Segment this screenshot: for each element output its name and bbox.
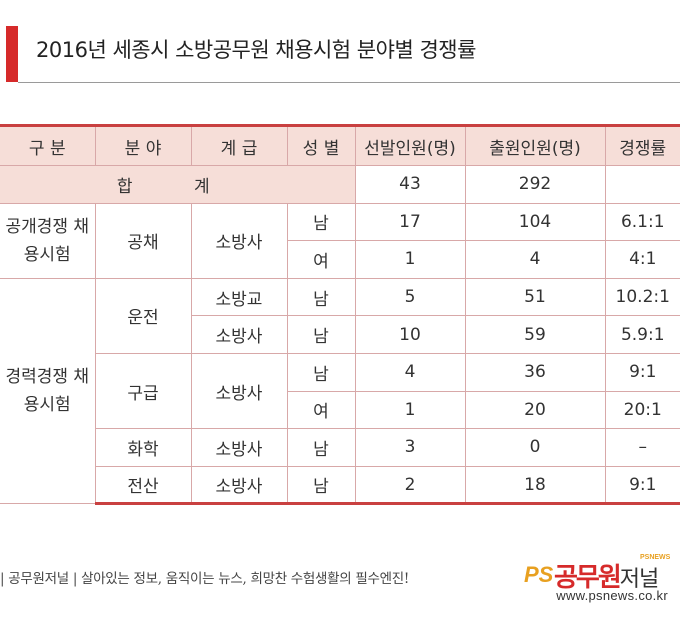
ratio-cell: – [604,428,680,467]
rank-cell: 소방사 [190,202,288,279]
psnews-logo[interactable]: PS 공무원저널 PSNEWS www.psnews.co.kr [524,554,680,610]
table-row: 전산 소방사 남 2 18 9:1 [0,465,680,506]
title-accent-bar [6,26,18,82]
site-url-link[interactable]: www.psnews.co.kr [556,588,668,603]
gender-cell: 남 [286,277,356,317]
table-row: 화학 소방사 남 3 0 – [0,428,680,467]
applicants-cell: 18 [464,465,606,506]
gender-cell: 여 [287,240,356,279]
rank-cell: 소방교 [190,277,288,317]
applicants-cell: 51 [464,277,606,317]
selected-cell: 1 [354,390,466,430]
gender-cell: 여 [287,390,356,430]
total-row: 합 계 43 292 [0,165,680,204]
applicants-cell: 59 [464,315,606,354]
gender-cell: 남 [286,428,356,467]
selected-cell: 10 [354,315,466,354]
field-cell: 전산 [95,465,192,506]
ratio-cell: 4:1 [604,240,680,279]
total-label: 합 계 [0,165,356,204]
total-ratio [604,165,680,204]
title-bar: 2016년 세종시 소방공무원 채용시험 분야별 경쟁률 [0,26,680,86]
ratio-cell: 10.2:1 [604,277,680,317]
logo-tag: PSNEWS [640,554,671,561]
gender-cell: 남 [286,315,356,354]
logo-wordmark: 공무원저널 [554,557,659,594]
applicants-cell: 104 [464,202,606,242]
ratio-cell: 9:1 [604,352,680,392]
header-applicants: 출원인원(명) [464,124,606,166]
table-row: 구급 소방사 남 4 36 9:1 [0,352,680,430]
footer: | 공무원저널 | 살아있는 정보, 움직이는 뉴스, 희망찬 수험생활의 필수… [0,554,680,610]
header-rank: 계 급 [190,124,288,166]
applicants-cell: 36 [464,352,606,392]
rank-cell: 소방사 [191,315,288,354]
rank-cell: 소방사 [190,465,288,506]
header-ratio: 경쟁률 [604,124,680,166]
total-applicants: 292 [464,165,606,204]
rank-cell: 소방사 [190,352,288,430]
header-field: 분 야 [94,124,192,166]
selected-cell: 3 [354,428,466,467]
header-gender: 성 별 [286,124,356,166]
selected-cell: 2 [354,465,466,506]
table-row: 여 1 20 20:1 [0,390,680,430]
page-title: 2016년 세종시 소방공무원 채용시험 분야별 경쟁률 [36,38,476,62]
ratio-cell: 9:1 [604,465,680,506]
field-cell: 구급 [95,352,192,430]
footer-slogan: | 공무원저널 | 살아있는 정보, 움직이는 뉴스, 희망찬 수험생활의 필수… [0,571,410,587]
title-divider [18,82,680,83]
logo-main-text: 공무원 [554,563,622,593]
field-cell: 운전 [94,277,192,354]
table-row: 소방사 남 10 59 5.9:1 [0,315,680,354]
group-career: 경력경쟁 채용시험 [0,277,96,505]
selected-cell: 17 [354,202,466,242]
selected-cell: 1 [354,240,466,279]
field-cell: 화학 [95,428,192,467]
ratio-cell: 5.9:1 [604,315,680,354]
group-open: 공개경쟁 채용시험 [0,202,96,279]
table-header-row: 구 분 분 야 계 급 성 별 선발인원(명) 출원인원(명) 경쟁률 [0,124,680,166]
selected-cell: 5 [354,277,466,317]
gender-cell: 남 [286,202,356,242]
field-cell: 공채 [94,202,192,279]
competition-rate-table: 구 분 분 야 계 급 성 별 선발인원(명) 출원인원(명) 경쟁률 합 계 … [0,124,680,506]
ratio-cell: 6.1:1 [604,202,680,242]
gender-cell: 남 [286,352,356,392]
header-selected: 선발인원(명) [354,124,466,166]
total-selected: 43 [354,165,466,204]
gender-cell: 남 [286,465,356,506]
applicants-cell: 4 [464,240,606,279]
logo-sub-text: 저널 [619,567,659,592]
applicants-cell: 0 [464,428,606,467]
table-row: 경력경쟁 채용시험 운전 소방교 남 5 51 10.2:1 [0,277,680,505]
selected-cell: 4 [354,352,466,392]
table-row: 공개경쟁 채용시험 공채 소방사 남 17 104 6.1:1 [0,202,680,279]
header-category: 구 분 [0,124,96,166]
rank-cell: 소방사 [190,428,288,467]
applicants-cell: 20 [464,390,606,430]
ratio-cell: 20:1 [604,390,680,430]
logo-ps-mark: PS [524,562,554,587]
